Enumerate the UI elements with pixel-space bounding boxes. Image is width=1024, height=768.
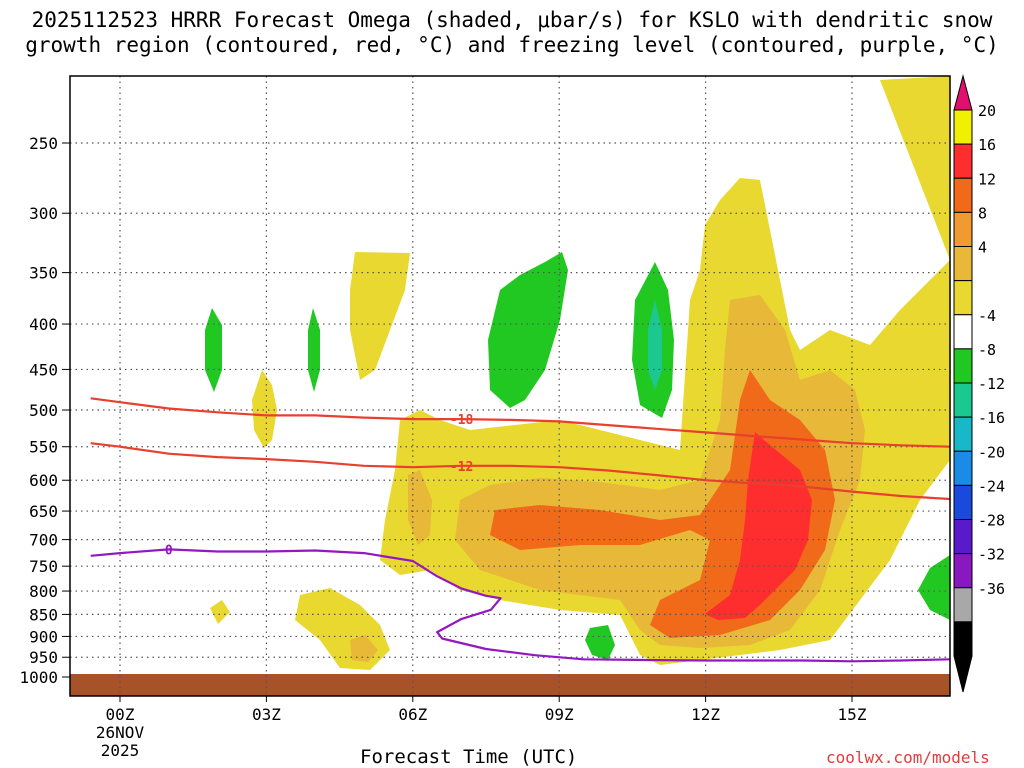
omega-region-4 xyxy=(210,600,230,624)
omega-region-neg4 xyxy=(308,308,320,392)
omega-region-8 xyxy=(408,470,432,545)
x-tick-label: 15Z xyxy=(838,705,867,724)
x-axis-label: Forecast Time (UTC) xyxy=(360,746,578,768)
y-tick-label: 850 xyxy=(29,605,58,624)
contour-line xyxy=(90,442,950,501)
contour-label: 0 xyxy=(165,543,173,558)
colorbar: 20 16 12 8 4 -4 -8 -12 -16 -20 -24 -28 -32 -36 xyxy=(953,74,1005,693)
contour-line xyxy=(90,548,950,663)
colorbar-label: -24 xyxy=(978,477,1005,495)
colorbar-swatch xyxy=(953,109,973,145)
omega-region-neg4 xyxy=(918,555,950,620)
y-tick-label: 650 xyxy=(29,502,58,521)
colorbar-swatch xyxy=(953,519,973,555)
y-tick-label: 450 xyxy=(29,360,58,379)
y-tick-label: 350 xyxy=(29,264,58,283)
colorbar-swatch xyxy=(953,484,973,520)
omega-region-8 xyxy=(350,635,378,662)
contour-line xyxy=(90,397,950,448)
y-tick-label: 900 xyxy=(29,627,58,646)
x-tick-label: 06Z xyxy=(398,705,427,724)
colorbar-swatch xyxy=(953,211,973,247)
colorbar-label: -16 xyxy=(978,409,1005,427)
omega-region-16 xyxy=(705,432,812,620)
date-label: 2025 xyxy=(101,741,140,760)
y-tick-label: 400 xyxy=(29,315,58,334)
y-tick-label: 750 xyxy=(29,557,58,576)
colorbar-swatch xyxy=(953,553,973,589)
x-tick-label: 12Z xyxy=(691,705,720,724)
colorbar-swatch xyxy=(953,621,973,657)
title-line-2: growth region (contoured, red, °C) and f… xyxy=(25,33,999,57)
colorbar-swatch xyxy=(953,314,973,350)
omega-region-4 xyxy=(295,588,390,670)
colorbar-bottom-arrow xyxy=(953,655,973,693)
x-tick-label: 09Z xyxy=(545,705,574,724)
colorbar-label: -28 xyxy=(978,512,1005,530)
y-tick-label: 300 xyxy=(29,204,58,223)
colorbar-swatch xyxy=(953,246,973,282)
colorbar-label: 20 xyxy=(978,102,996,120)
colorbar-label: 16 xyxy=(978,136,996,154)
colorbar-swatch xyxy=(953,280,973,316)
grid xyxy=(70,76,950,696)
contour-label: -12 xyxy=(450,460,473,475)
contour-label: -18 xyxy=(450,413,474,428)
colorbar-label: -12 xyxy=(978,375,1005,393)
y-tick-label: 800 xyxy=(29,582,58,601)
colorbar-label: -8 xyxy=(978,341,996,359)
y-tick-label: 550 xyxy=(29,438,58,457)
ground xyxy=(70,674,950,696)
plot-frame xyxy=(69,75,951,697)
colorbar-swatch xyxy=(953,143,973,179)
title-line-1: 2025112523 HRRR Forecast Omega (shaded, … xyxy=(31,8,993,32)
colorbar-swatch xyxy=(953,348,973,384)
y-tick-label: 1000 xyxy=(19,668,58,687)
colorbar-label: -36 xyxy=(978,580,1005,598)
credit-text: coolwx.com/models xyxy=(826,748,990,767)
colorbar-swatch xyxy=(953,450,973,486)
x-tick-label: 00Z xyxy=(106,705,135,724)
y-tick-label: 250 xyxy=(29,134,58,153)
colorbar-label: 12 xyxy=(978,170,996,188)
y-tick-label: 950 xyxy=(29,648,58,667)
colorbar-swatch xyxy=(953,382,973,418)
colorbar-label: -20 xyxy=(978,443,1005,461)
date-label: 26NOV xyxy=(96,723,145,742)
colorbar-label: -32 xyxy=(978,546,1005,564)
omega-region-neg4 xyxy=(205,308,222,392)
colorbar-label: 8 xyxy=(978,204,987,222)
omega-region-neg8 xyxy=(648,300,662,390)
colorbar-swatch xyxy=(953,416,973,452)
colorbar-label: 4 xyxy=(978,239,987,257)
colorbar-label: -4 xyxy=(978,307,996,325)
omega-region-4 xyxy=(350,252,410,380)
colorbar-top-arrow xyxy=(953,74,973,111)
y-axis-ticks: 250 300 350 400 450 500 550 600 650 700 750 800 850 9… xyxy=(19,134,70,687)
y-tick-label: 600 xyxy=(29,471,58,490)
omega-region-neg4 xyxy=(585,625,615,660)
omega-shading xyxy=(205,76,950,670)
colorbar-swatch xyxy=(953,177,973,213)
omega-region-neg4 xyxy=(488,252,568,408)
x-tick-label: 03Z xyxy=(252,705,281,724)
chart-title: 2025112523 HRRR Forecast Omega (shaded, … xyxy=(0,8,1024,58)
colorbar-swatch xyxy=(953,587,973,623)
contours: -18 -12 0 xyxy=(90,397,950,663)
omega-region-4 xyxy=(252,370,277,448)
y-tick-label: 500 xyxy=(29,401,58,420)
y-tick-label: 700 xyxy=(29,531,58,550)
